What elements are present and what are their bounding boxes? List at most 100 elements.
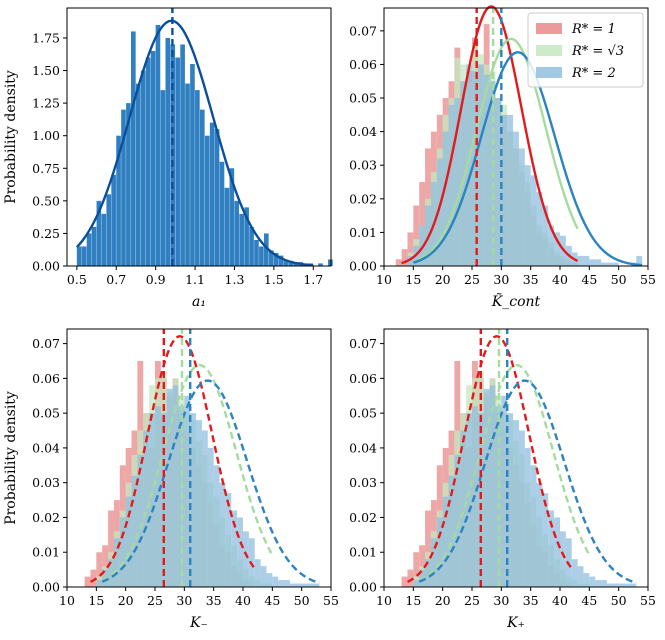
x-tick-label-kplus: 50 bbox=[611, 593, 627, 608]
hist-bar-a1-a1 bbox=[318, 263, 323, 266]
y-tick-label-a1: 1.00 bbox=[32, 128, 60, 143]
y-tick-label-kcont: 0.04 bbox=[349, 124, 377, 139]
hist-bar-kcont-r2 bbox=[460, 81, 467, 266]
hist-bar-kplus-r1 bbox=[407, 569, 414, 587]
panel-a1: 0.5 0.7 0.9 1.1 1.3 1.5 1.7 0.00 0.25 0.50 0.75 1.0… bbox=[3, 7, 333, 310]
fit-curve-kcont-r3 bbox=[412, 37, 579, 264]
hist-bar-kminus-r2 bbox=[125, 496, 132, 587]
hist-bar-kplus-r2 bbox=[571, 559, 578, 587]
hist-bar-a1-a1 bbox=[239, 213, 245, 266]
legend-swatch-r1 bbox=[536, 23, 562, 34]
x-tick-label-a1: 1.3 bbox=[225, 272, 245, 287]
hist-bar-kcont-r2 bbox=[554, 232, 560, 266]
hist-bar-kminus-r2 bbox=[184, 395, 191, 587]
panel-kplus: 10 15 20 25 30 35 40 45 50 55 0.00 0.01 0.02 0.03 0.04… bbox=[349, 328, 656, 631]
x-tick-label-a1: 1.7 bbox=[303, 272, 323, 287]
hist-bar-kcont-r2 bbox=[595, 259, 602, 266]
fit-curve-kplus-r3 bbox=[418, 364, 591, 583]
hist-bar-kminus-r2 bbox=[219, 482, 226, 587]
x-tick-label-kplus: 35 bbox=[523, 593, 539, 608]
fit-curve-kcont-r1 bbox=[401, 5, 579, 265]
hist-bar-kcont-r2 bbox=[495, 98, 502, 266]
hist-bar-a1-a1 bbox=[254, 239, 259, 266]
axes-frame-kcont bbox=[383, 7, 649, 267]
hist-bar-kcont-r2 bbox=[442, 131, 449, 266]
hist-bar-a1-a1 bbox=[244, 207, 249, 266]
hist-bar-kcont-r2 bbox=[606, 262, 613, 266]
hist-bar-a1-a1 bbox=[288, 260, 294, 266]
hist-bar-a1-a1 bbox=[273, 252, 279, 266]
hist-bar-kminus-r2 bbox=[131, 475, 138, 587]
legend-label-r3: R* = √3 bbox=[571, 44, 624, 59]
hist-bar-a1-a1 bbox=[86, 233, 92, 266]
x-tick-label-kcont: 10 bbox=[376, 272, 392, 287]
x-tick-label-kplus: 45 bbox=[581, 593, 597, 608]
hist-bar-kminus-r2 bbox=[137, 454, 144, 587]
hist-bar-kminus-r2 bbox=[295, 583, 302, 587]
x-tick-label-a1: 1.5 bbox=[264, 272, 284, 287]
y-tick-label-a1: 1.75 bbox=[32, 30, 60, 45]
x-tick-label-kcont: 45 bbox=[581, 272, 597, 287]
axes-frame-a1 bbox=[66, 7, 332, 267]
x-tick-label-kminus: 40 bbox=[235, 593, 251, 608]
y-tick-label-kplus: 0.03 bbox=[349, 475, 377, 490]
x-tick-label-kminus: 20 bbox=[118, 593, 134, 608]
x-tick-label-a1: 1.1 bbox=[185, 272, 205, 287]
hist-bar-kplus-r2 bbox=[624, 583, 631, 587]
legend-label-r1: R* = 1 bbox=[571, 22, 616, 37]
hist-bar-kcont-r2 bbox=[612, 262, 619, 266]
x-tick-label-a1: 0.7 bbox=[106, 272, 126, 287]
x-tick-label-kplus: 15 bbox=[405, 593, 421, 608]
hist-bar-kminus-r1 bbox=[108, 510, 114, 587]
hist-bar-kplus-r2 bbox=[589, 576, 596, 587]
y-tick-label-kminus: 0.04 bbox=[32, 440, 60, 455]
hist-bar-kcont-r2 bbox=[477, 64, 484, 266]
hist-bar-kcont-r2 bbox=[542, 205, 549, 266]
hist-bar-kminus-r2 bbox=[96, 580, 103, 587]
hist-bar-a1-a1 bbox=[155, 24, 161, 267]
fit-curve-kplus-r2 bbox=[418, 379, 637, 584]
fit-curve-a1-a1 bbox=[75, 19, 314, 267]
x-axis-label-a1: a₁ bbox=[192, 294, 206, 310]
y-tick-label-a1: 0.25 bbox=[32, 226, 60, 241]
legend-swatch-r2 bbox=[536, 67, 562, 78]
legend: R* = 1 R* = √3 R* = 2 bbox=[527, 12, 644, 88]
hist-bar-kplus-r2 bbox=[413, 580, 420, 587]
hist-bar-kminus-r2 bbox=[190, 413, 197, 587]
hist-bar-kcont-r2 bbox=[583, 255, 590, 266]
hist-bar-kplus-r2 bbox=[548, 510, 555, 587]
x-tick-label-kminus: 10 bbox=[59, 593, 75, 608]
hist-bar-kcont-r2 bbox=[530, 175, 537, 266]
hist-bar-kplus-r2 bbox=[518, 430, 525, 587]
hist-bar-a1-a1 bbox=[195, 90, 200, 266]
hist-bar-a1-a1 bbox=[249, 226, 254, 266]
hist-bar-kminus-r2 bbox=[160, 413, 167, 587]
y-tick-label-kcont: 0.07 bbox=[349, 23, 377, 38]
hist-bar-a1-a1 bbox=[229, 168, 235, 266]
hist-bar-kplus-r1 bbox=[401, 576, 408, 587]
hist-bar-kcont-r2 bbox=[589, 259, 596, 266]
hist-bar-a1-a1 bbox=[328, 259, 333, 266]
hist-bar-kplus-r2 bbox=[454, 454, 461, 587]
x-tick-label-a1: 0.9 bbox=[146, 272, 166, 287]
axes-frame-kminus bbox=[66, 328, 332, 588]
y-tick-label-kplus: 0.01 bbox=[349, 545, 377, 560]
hist-bar-kplus-r2 bbox=[483, 388, 490, 587]
hist-bar-a1-a1 bbox=[116, 135, 121, 266]
hist-bar-kplus-r2 bbox=[524, 447, 531, 587]
hist-bar-a1-a1 bbox=[121, 109, 126, 267]
hist-bar-kplus-r2 bbox=[618, 583, 625, 587]
hist-bar-kplus-r2 bbox=[577, 566, 584, 587]
y-tick-label-kminus: 0.00 bbox=[32, 580, 60, 595]
hist-bar-a1-a1 bbox=[190, 64, 195, 266]
hist-bar-kcont-r2 bbox=[577, 255, 584, 266]
hist-bar-kminus-r2 bbox=[172, 385, 179, 587]
y-tick-label-kcont: 0.02 bbox=[349, 191, 377, 206]
hist-bar-a1-a1 bbox=[224, 187, 230, 266]
hist-bar-kminus-r2 bbox=[149, 413, 155, 587]
hist-bar-kcont-r2 bbox=[501, 114, 508, 266]
hist-bar-kminus-r2 bbox=[289, 583, 296, 587]
hist-bar-a1-a1 bbox=[185, 83, 190, 266]
x-tick-label-kplus: 10 bbox=[376, 593, 392, 608]
